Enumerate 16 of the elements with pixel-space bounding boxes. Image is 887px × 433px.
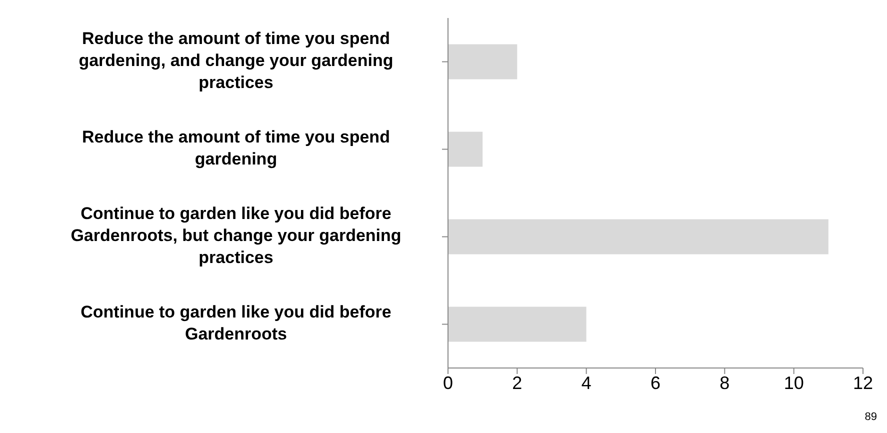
text: 89 [864, 411, 877, 423]
x-tick-label: 6 [650, 372, 661, 393]
y-tick-label: Continue to garden like you did before Gardenroots, but change your gardening practices [70, 204, 402, 268]
x-tick-label: 12 [852, 372, 874, 393]
y-tick-label: Reduce the amount of time you spend gardening [82, 128, 390, 169]
bar [448, 132, 483, 167]
y-tick-label: Continue to garden like you did before Gardenroots [80, 302, 392, 344]
x-tick-label: 8 [720, 372, 730, 393]
y-tick-label: Reduce the amount of time you spend gardening, and change your gardening practices [78, 29, 394, 92]
x-tick-label: 2 [512, 372, 522, 393]
x-tick-label: 0 [442, 372, 454, 393]
bar [448, 44, 518, 80]
x-tick-label: 4 [581, 372, 592, 393]
bar [448, 219, 828, 254]
bar [448, 306, 586, 342]
x-tick-label: 10 [784, 372, 804, 393]
